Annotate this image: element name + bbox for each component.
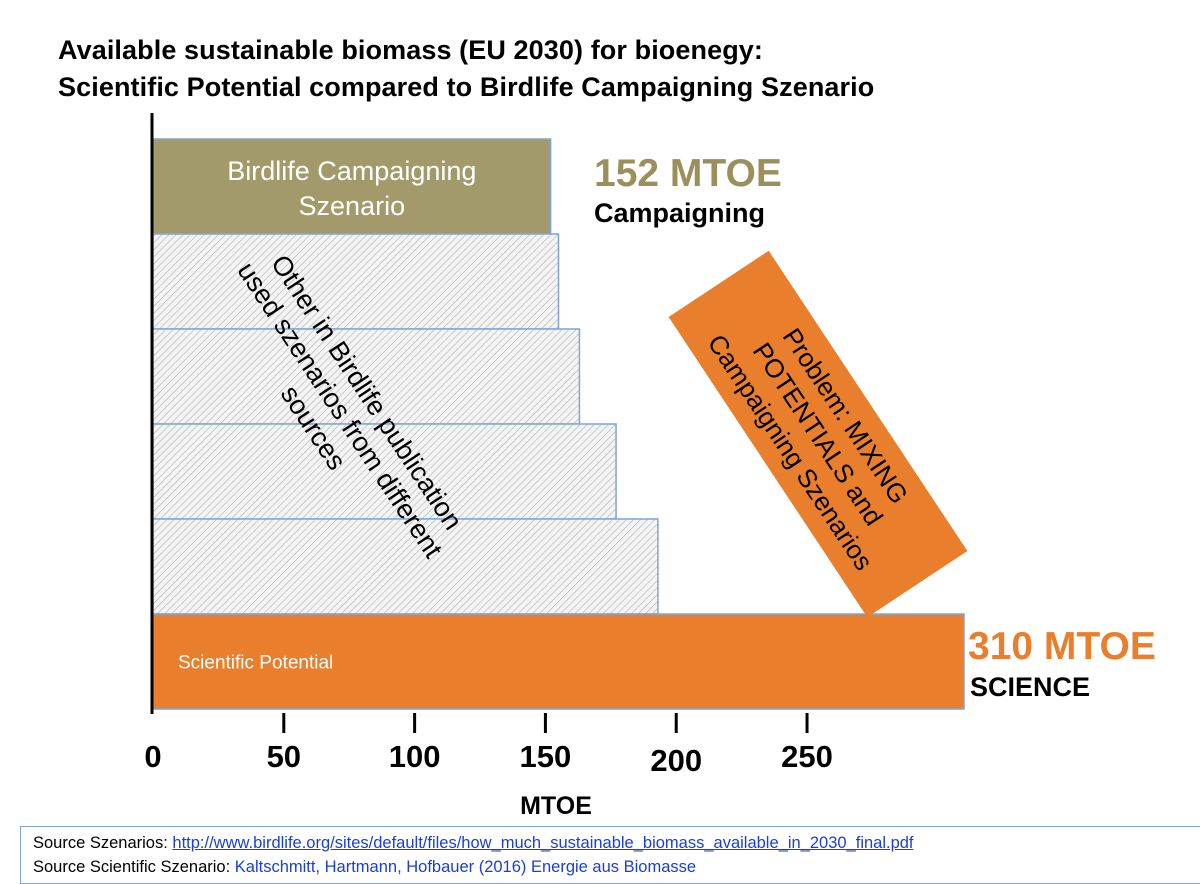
- campaigning-value-label: 152 MTOE: [594, 152, 782, 195]
- bar-2: [152, 233, 560, 330]
- campaigning-text-label: Campaigning: [594, 198, 765, 228]
- source-line-scenarios: Source Szenarios: http://www.birdlife.or…: [33, 834, 914, 853]
- x-tick-label-150: 150: [520, 739, 572, 774]
- science-value-label: 310 MTOE: [968, 625, 1156, 668]
- bar-label-6: Scientific Potential: [178, 653, 333, 674]
- source-line-scientific: Source Scientific Szenario: Kaltschmitt,…: [33, 858, 696, 877]
- x-tick-label-100: 100: [389, 739, 441, 774]
- x-tick-label-200: 200: [650, 743, 702, 778]
- bar-label-1-line-1: Birdlife Campaigning: [227, 156, 476, 186]
- x-tick-label-50: 50: [267, 739, 301, 774]
- source-box: Source Szenarios: http://www.birdlife.or…: [20, 826, 1200, 884]
- source-scenarios-link[interactable]: http://www.birdlife.org/sites/default/fi…: [172, 834, 914, 852]
- chart-title-line-2: Scientific Potential compared to Birdlif…: [58, 72, 875, 102]
- x-axis-title: MTOE: [520, 792, 592, 820]
- bar-6: [152, 613, 965, 710]
- source-scenarios-prefix: Source Szenarios:: [33, 834, 173, 852]
- bar-label-1-line-2: Szenario: [299, 191, 406, 221]
- bar-4: [152, 423, 617, 520]
- x-tick-label-250: 250: [781, 739, 833, 774]
- bar-5: [152, 518, 659, 615]
- chart-title-line-1: Available sustainable biomass (EU 2030) …: [58, 35, 764, 65]
- x-tick-label-0: 0: [144, 739, 161, 774]
- source-scientific-reference: Kaltschmitt, Hartmann, Hofbauer (2016) E…: [234, 858, 697, 876]
- science-text-label: SCIENCE: [970, 672, 1090, 702]
- source-scientific-prefix: Source Scientific Szenario:: [33, 858, 235, 876]
- problem-box: [668, 250, 968, 618]
